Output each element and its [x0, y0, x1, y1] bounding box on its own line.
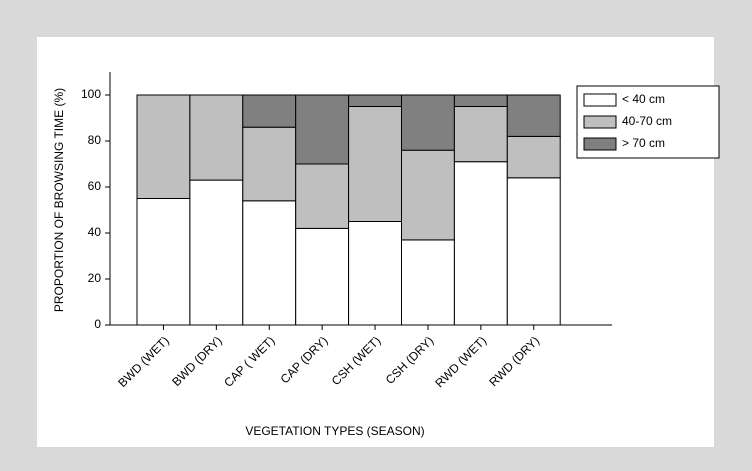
y-tick-label: 80 [88, 133, 102, 147]
bar-segment [401, 149, 455, 241]
bar-segment [506, 177, 561, 326]
legend-swatch [583, 115, 617, 129]
bar-segment [453, 94, 508, 107]
bar-segment [136, 198, 191, 326]
bar-segment [401, 239, 455, 326]
legend-label: 40-70 cm [622, 114, 672, 128]
legend-swatch [583, 137, 617, 151]
legend-label: > 70 cm [622, 136, 665, 150]
bar-segment [295, 94, 350, 165]
y-tick-label: 100 [81, 87, 101, 101]
bar-segment [242, 126, 297, 202]
legend-swatch [583, 93, 617, 107]
bar-segment [506, 94, 561, 137]
bar-segment [295, 227, 350, 326]
bar-segment [453, 161, 508, 326]
bar-segment [506, 135, 561, 179]
bar-segment [242, 200, 297, 326]
bar-segment [348, 106, 403, 222]
bar-segment [242, 94, 297, 128]
y-tick-label: 20 [88, 271, 102, 285]
y-tick-label: 0 [94, 317, 101, 331]
y-axis-title: PROPORTION OF BROWSING TIME (%) [52, 88, 66, 312]
legend-label: < 40 cm [622, 92, 665, 106]
bar-segment [136, 94, 191, 199]
bar-segment [348, 94, 403, 107]
y-tick-label: 40 [88, 225, 102, 239]
y-tick-label: 60 [88, 179, 102, 193]
bar-segment [401, 94, 455, 151]
x-axis-title: VEGETATION TYPES (SEASON) [245, 424, 424, 438]
bar-segment [189, 179, 244, 326]
bar-segment [189, 94, 244, 181]
bar-segment [295, 163, 350, 229]
bar-segment [348, 221, 403, 326]
bar-segment [453, 106, 508, 163]
